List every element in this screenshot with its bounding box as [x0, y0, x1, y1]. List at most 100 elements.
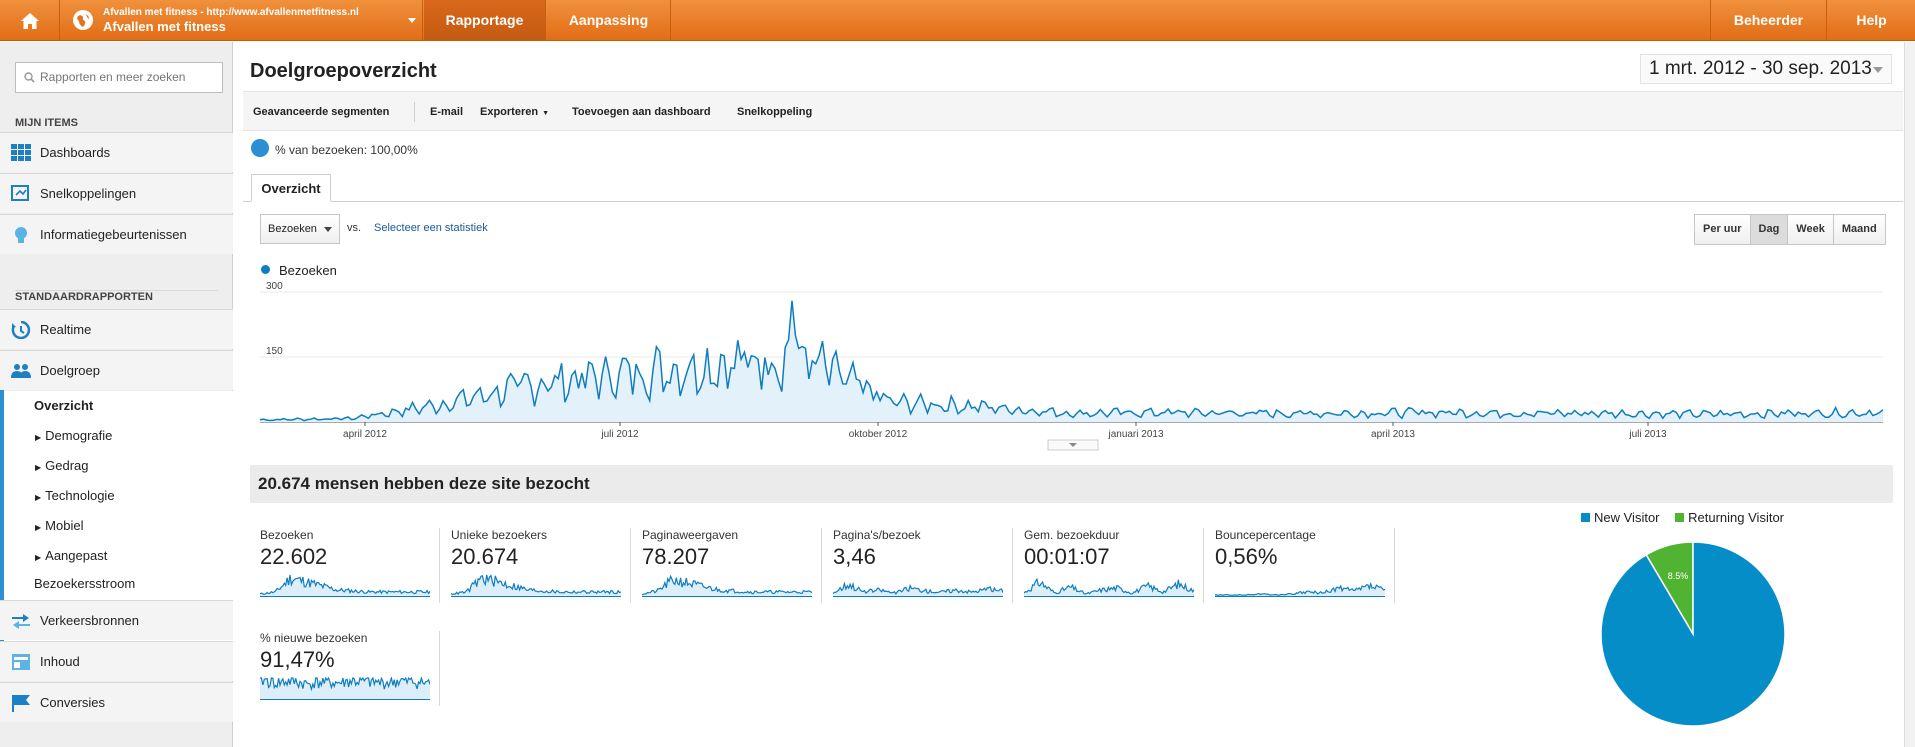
nav-beheerder[interactable]: Beheerder	[1710, 0, 1827, 41]
toolbar-divider	[414, 102, 415, 122]
sidebar-sub-mobiel[interactable]: ▶ Mobiel	[35, 518, 84, 533]
sidebar-sub-demografie[interactable]: ▶ Demografie	[35, 428, 113, 443]
period-per-uur[interactable]: Per uur	[1695, 215, 1751, 244]
sparkline-area	[1024, 579, 1194, 596]
sidebar-sub-technologie[interactable]: ▶ Technologie	[35, 488, 115, 503]
flag-icon	[12, 695, 30, 712]
caret-right-icon: ▶	[35, 463, 42, 472]
select-statistic-link[interactable]: Selecteer een statistiek	[374, 222, 488, 234]
report-toolbar: Geavanceerde segmenten E-mail Exporteren…	[243, 91, 1903, 131]
metric-sparkline	[260, 574, 430, 597]
export-label: Exporteren	[480, 106, 539, 118]
sidebar-item-informatiegebeurtenissen[interactable]: Informatiegebeurtenissen	[0, 214, 233, 254]
metric-sparkline	[1215, 581, 1385, 597]
top-navigation-bar: Afvallen met fitness - http://www.afvall…	[0, 0, 1915, 41]
sidebar-sub-gedrag[interactable]: ▶ Gedrag	[35, 458, 89, 473]
realtime-clock-icon	[11, 321, 31, 339]
metric-tile[interactable]: % nieuwe bezoeken 91,47%	[250, 631, 440, 706]
tab-overzicht[interactable]: Overzicht	[251, 174, 331, 202]
metric-label: % nieuwe bezoeken	[260, 631, 368, 645]
visits-line-chart: 150 300 april 2012 juli 2012 oktober 2012 jan…	[259, 281, 1884, 451]
chevron-down-icon	[1069, 443, 1077, 447]
add-to-dashboard-button[interactable]: Toevoegen aan dashboard	[572, 106, 711, 118]
segment-pie-icon	[251, 139, 269, 157]
segment-label: % van bezoeken: 100,00%	[275, 143, 418, 157]
shortcut-button[interactable]: Snelkoppeling	[737, 106, 813, 118]
sparkline-line	[833, 581, 1003, 595]
metric-value: 20.674	[451, 544, 519, 569]
period-week[interactable]: Week	[1788, 215, 1834, 244]
email-button[interactable]: E-mail	[430, 106, 464, 118]
advanced-segments-button[interactable]: Geavanceerde segmenten	[253, 106, 390, 118]
sparkline-area	[1215, 583, 1385, 596]
sparkline-line	[260, 574, 430, 595]
metric-dropdown-value: Bezoeken	[268, 223, 317, 235]
home-icon	[20, 12, 39, 29]
metric-tile[interactable]: Bezoeken 22.602	[250, 528, 440, 603]
metric-sparkline	[833, 581, 1003, 597]
metric-value: 91,47%	[260, 647, 335, 672]
tab-divider	[243, 201, 1903, 202]
metric-tile[interactable]: Gem. bezoekduur 00:01:07	[1014, 528, 1204, 603]
metric-value: 00:01:07	[1024, 544, 1110, 569]
metric-tile[interactable]: Pagina's/bezoek 3,46	[823, 528, 1013, 603]
chevron-down-icon	[408, 18, 416, 23]
pie-legend: New Visitor Returning Visitor	[1581, 510, 1784, 525]
page-title: Doelgroepoverzicht	[250, 60, 437, 82]
export-button[interactable]: Exporteren ▼	[480, 92, 549, 134]
metric-value: 22.602	[260, 544, 328, 569]
x-tick-label: april 2012	[343, 429, 387, 440]
period-maand[interactable]: Maand	[1833, 215, 1885, 244]
legend-swatch-returning	[1675, 513, 1685, 522]
section-standard-reports: STANDAARDRAPPORTEN	[15, 290, 218, 303]
pie-slice-new-visitor[interactable]	[1600, 541, 1786, 727]
metric-value: 0,56%	[1215, 544, 1278, 569]
sidebar-item-snelkoppelingen[interactable]: Snelkoppelingen	[0, 173, 233, 213]
account-url: Afvallen met fitness - http://www.afvall…	[103, 7, 359, 18]
caret-right-icon: ▶	[35, 493, 42, 502]
report-search[interactable]	[15, 62, 223, 93]
home-button[interactable]	[0, 0, 60, 41]
sidebar-item-label: Dashboards	[40, 145, 111, 160]
nav-rapportage[interactable]: Rapportage	[424, 0, 546, 41]
metric-value: 3,46	[833, 544, 876, 569]
sidebar-item-inhoud[interactable]: Inhoud	[0, 641, 233, 681]
sidebar: MIJN ITEMS Dashboards Snelkoppelingen In…	[0, 42, 233, 747]
sidebar-sub-bezoekersstroom[interactable]: Bezoekersstroom	[34, 576, 136, 591]
y-tick-label: 150	[266, 346, 283, 357]
x-tick-label: juli 2013	[1628, 429, 1667, 440]
sidebar-sub-aangepast[interactable]: ▶ Aangepast	[35, 548, 108, 563]
page-scrollbar[interactable]	[1904, 42, 1915, 747]
search-input[interactable]	[40, 70, 215, 84]
sidebar-item-doelgroep[interactable]: Doelgroep	[0, 350, 233, 390]
period-dag[interactable]: Dag	[1750, 215, 1789, 244]
x-tick-label: april 2013	[1371, 429, 1415, 440]
x-tick-label: juli 2012	[600, 429, 639, 440]
summary-banner: 20.674 mensen hebben deze site bezocht	[250, 465, 1893, 503]
sidebar-item-dashboards[interactable]: Dashboards	[0, 132, 233, 172]
sidebar-item-verkeersbronnen[interactable]: Verkeersbronnen	[0, 600, 233, 640]
sparkline-line	[260, 677, 430, 692]
nav-help[interactable]: Help	[1856, 12, 1887, 28]
sidebar-sub-overzicht[interactable]: Overzicht	[34, 398, 94, 413]
metric-tile[interactable]: Unieke bezoekers 20.674	[441, 528, 631, 603]
date-range-picker[interactable]: 1 mrt. 2012 - 30 sep. 2013	[1640, 54, 1892, 84]
metric-tile[interactable]: Paginaweergaven 78.207	[632, 528, 822, 603]
legend-returning-visitor: Returning Visitor	[1688, 510, 1785, 525]
metric-label: Bouncepercentage	[1215, 528, 1316, 542]
sidebar-item-conversies[interactable]: Conversies	[0, 682, 233, 722]
versus-label: vs.	[347, 222, 362, 234]
account-selector[interactable]: Afvallen met fitness - http://www.afvall…	[61, 0, 423, 41]
sparkline-line	[642, 574, 812, 596]
sidebar-item-label: Snelkoppelingen	[40, 186, 137, 201]
sidebar-item-label: Inhoud	[40, 654, 80, 669]
metric-value: 78.207	[642, 544, 710, 569]
audience-people-icon	[11, 364, 31, 378]
chart-legend: Bezoeken	[261, 263, 337, 278]
nav-aanpassing[interactable]: Aanpassing	[547, 0, 671, 41]
sidebar-item-realtime[interactable]: Realtime	[0, 309, 233, 349]
metric-dropdown[interactable]: Bezoeken	[260, 214, 340, 244]
metric-tile[interactable]: Bouncepercentage 0,56%	[1205, 528, 1395, 603]
metric-label: Paginaweergaven	[642, 528, 739, 542]
